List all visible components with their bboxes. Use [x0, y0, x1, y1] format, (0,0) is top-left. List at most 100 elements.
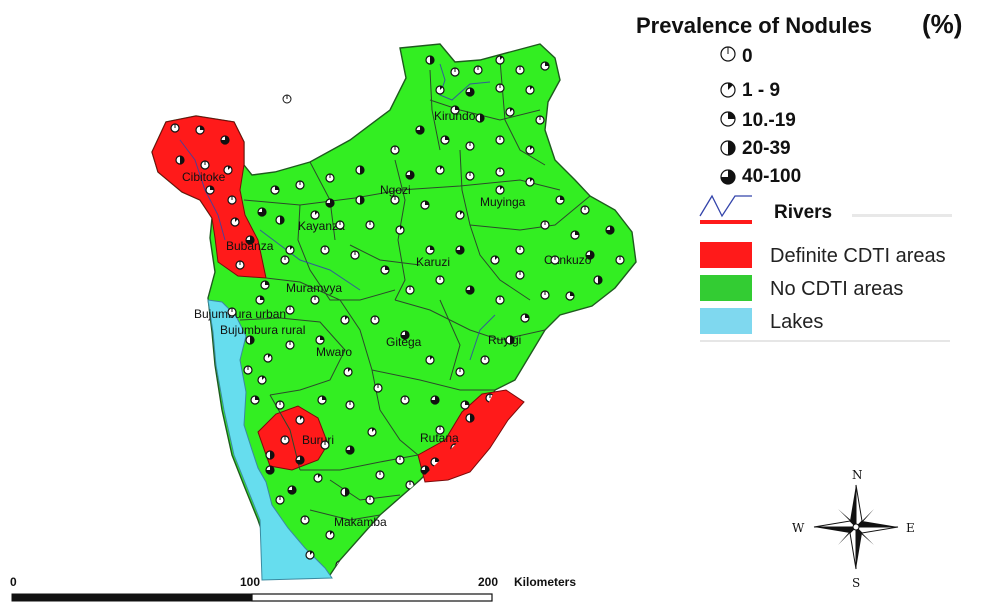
- survey-site-symbol-icon: [505, 335, 515, 345]
- legend-class-label: 20-39: [742, 138, 791, 159]
- survey-site-symbol-icon: [170, 123, 180, 133]
- north-arrow-icon: N S E W: [792, 468, 915, 590]
- province-label-bubanza: Bubanza: [226, 239, 274, 253]
- compass-n: N: [852, 468, 863, 482]
- survey-site-symbol-icon: [370, 315, 380, 325]
- survey-site-symbol-icon: [455, 245, 465, 255]
- survey-site-symbol-icon: [440, 135, 450, 145]
- swatch-lakes: [700, 308, 752, 334]
- survey-site-symbol-icon: [420, 200, 430, 210]
- survey-sites: [170, 55, 625, 570]
- survey-site-symbol-icon: [395, 225, 405, 235]
- survey-site-symbol-icon: [250, 395, 260, 405]
- survey-site-symbol-icon: [365, 495, 375, 505]
- survey-site-symbol-icon: [373, 383, 383, 393]
- legend-area-label: Definite CDTI areas: [770, 245, 946, 267]
- legend: Prevalence of Nodules (%) 0 1 - 9 10.-19…: [636, 9, 962, 342]
- province-label-karuzi: Karuzi: [416, 255, 450, 269]
- survey-site-symbol-icon: [495, 83, 505, 93]
- survey-site-symbol-icon: [435, 165, 445, 175]
- survey-site-symbol-icon: [300, 515, 310, 525]
- survey-site-symbol-icon: [227, 307, 237, 317]
- survey-site-symbol-icon: [435, 275, 445, 285]
- survey-site-symbol-icon: [465, 413, 475, 423]
- survey-site-symbol-icon: [325, 173, 335, 183]
- survey-site-symbol-icon: [315, 335, 325, 345]
- survey-site-symbol-icon: [465, 171, 475, 181]
- survey-site-symbol-icon: [425, 355, 435, 365]
- survey-site-symbol-icon: [200, 160, 210, 170]
- survey-site-symbol-icon: [295, 415, 305, 425]
- cdti-area-rutana: [417, 389, 525, 483]
- survey-site-symbol-icon: [495, 167, 505, 177]
- survey-site-symbol-icon: [305, 550, 315, 560]
- survey-site-symbol-icon: [450, 67, 460, 77]
- scale-tick-0: 0: [10, 575, 17, 589]
- survey-site-symbol-icon: [335, 220, 345, 230]
- survey-site-symbol-icon: [220, 135, 230, 145]
- legend-class-0: 0: [720, 46, 753, 67]
- survey-site-symbol-icon: [615, 255, 625, 265]
- survey-site-symbol-icon: [275, 215, 285, 225]
- survey-site-symbol-icon: [505, 107, 515, 117]
- province-label-ngozi: Ngozi: [380, 183, 411, 197]
- legend-rivers: Rivers: [699, 194, 952, 224]
- survey-site-symbol-icon: [280, 435, 290, 445]
- survey-site-symbol-icon: [540, 220, 550, 230]
- survey-site-symbol-icon: [495, 295, 505, 305]
- survey-site-symbol-icon: [425, 245, 435, 255]
- province-label-kirundo: Kirundo: [434, 109, 476, 123]
- survey-site-symbol-icon: [325, 530, 335, 540]
- survey-site-symbol-icon: [367, 427, 377, 437]
- scale-unit: Kilometers: [514, 575, 576, 589]
- swatch-definite-cdti: [700, 242, 752, 268]
- survey-site-symbol-icon: [350, 250, 360, 260]
- province-label-bujumbura-rural: Bujumbura rural: [220, 323, 305, 337]
- survey-site-symbol-icon: [235, 260, 245, 270]
- survey-site-symbol-icon: [520, 313, 530, 323]
- survey-site-symbol-icon: [525, 145, 535, 155]
- survey-site-symbol-icon: [570, 230, 580, 240]
- legend-rivers-label: Rivers: [774, 202, 832, 223]
- survey-site-symbol-icon: [260, 280, 270, 290]
- survey-site-symbol-icon: [435, 85, 445, 95]
- survey-site-symbol-icon: [355, 165, 365, 175]
- survey-site-symbol-icon: [245, 235, 255, 245]
- survey-site-symbol-icon: [465, 285, 475, 295]
- survey-site-symbol-icon: [263, 353, 273, 363]
- burundi-map: Kirundo Cibitoke Ngozi Muyinga Kayanza B…: [151, 43, 637, 581]
- survey-site-symbol-icon: [420, 465, 430, 475]
- stray-site-symbol: [282, 94, 292, 104]
- legend-class-label: 40-100: [742, 166, 801, 187]
- survey-site-symbol-icon: [540, 290, 550, 300]
- survey-site-symbol-icon: [550, 255, 560, 265]
- survey-site-symbol-icon: [473, 65, 483, 75]
- prevalence-symbol-icon: [720, 82, 736, 98]
- survey-site-symbol-icon: [310, 295, 320, 305]
- survey-site-symbol-icon: [270, 185, 280, 195]
- legend-class-label: 0: [742, 46, 753, 67]
- survey-site-symbol-icon: [465, 87, 475, 97]
- scale-tick-200: 200: [478, 575, 498, 589]
- legend-area-no-cdti: No CDTI areas: [700, 275, 903, 301]
- survey-site-symbol-icon: [580, 205, 590, 215]
- swatch-no-cdti: [700, 275, 752, 301]
- survey-site-symbol-icon: [227, 195, 237, 205]
- survey-site-symbol-icon: [265, 465, 275, 475]
- survey-site-symbol-icon: [275, 400, 285, 410]
- survey-site-symbol-icon: [343, 367, 353, 377]
- survey-site-symbol-icon: [495, 55, 505, 65]
- province-label-makamba: Makamba: [334, 515, 387, 529]
- survey-site-symbol-icon: [285, 340, 295, 350]
- survey-site-symbol-icon: [425, 55, 435, 65]
- survey-site-symbol-icon: [405, 170, 415, 180]
- survey-site-symbol-icon: [320, 440, 330, 450]
- survey-site-symbol-icon: [480, 355, 490, 365]
- survey-site-symbol-icon: [405, 285, 415, 295]
- prevalence-symbol-icon: [720, 140, 736, 156]
- survey-site-symbol-icon: [605, 225, 615, 235]
- survey-site-symbol-icon: [275, 495, 285, 505]
- survey-site-symbol-icon: [400, 330, 410, 340]
- prevalence-symbol-icon: [720, 169, 736, 185]
- survey-site-symbol-icon: [430, 395, 440, 405]
